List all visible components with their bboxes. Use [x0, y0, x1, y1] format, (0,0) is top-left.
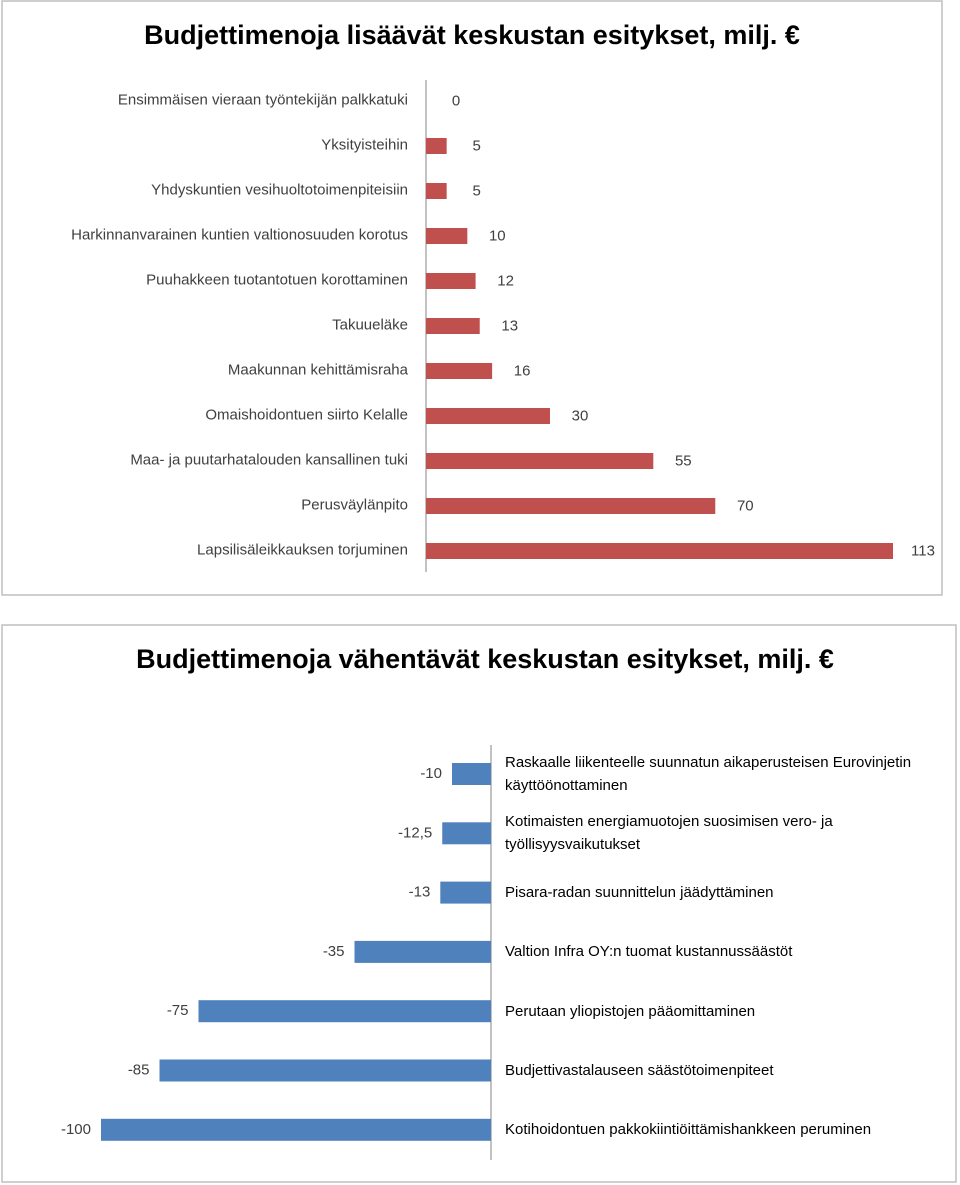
y-tick-label: Maa- ja puutarhatalouden kansallinen tuk… — [130, 451, 408, 468]
bar — [426, 318, 480, 334]
data-label: 30 — [572, 407, 589, 424]
data-label: 70 — [737, 497, 754, 514]
y-tick-label: Takuueläke — [332, 316, 408, 333]
y-tick-label: Maakunnan kehittämisraha — [228, 361, 409, 378]
y-tick-label: Ensimmäisen vieraan työntekijän palkkatu… — [118, 91, 408, 108]
data-label: 10 — [489, 227, 506, 244]
y-tick-label: Puuhakkeen tuotantotuen korottaminen — [146, 271, 408, 288]
bar — [198, 1000, 491, 1023]
data-label: 5 — [472, 182, 480, 199]
data-label: -12,5 — [398, 824, 432, 841]
y-tick-label: Omaishoidontuen siirto Kelalle — [205, 406, 408, 423]
y-tick-label-box: Raskaalle liikenteelle suunnatun aikaper… — [505, 754, 912, 794]
bar — [440, 881, 491, 904]
data-label: 113 — [911, 542, 935, 559]
y-tick-label-box: Kotimaisten energiamuotojen suosimisen v… — [505, 813, 833, 854]
data-label: 16 — [514, 362, 531, 379]
y-tick-label: Valtion Infra OY:n tuomat kustannussääst… — [505, 943, 793, 961]
data-label: 55 — [675, 452, 692, 469]
y-tick-label-box: Budjettivastalauseen säästötoimenpiteet — [505, 1062, 774, 1079]
bar — [354, 940, 491, 963]
y-tick-label: Yhdyskuntien vesihuoltotoimenpiteisiin — [151, 181, 408, 198]
bar — [426, 138, 447, 154]
bar — [442, 822, 491, 845]
y-tick-label: Kotihoidontuen pakkokiintiöittämishankke… — [505, 1121, 872, 1139]
y-tick-label-box: Kotihoidontuen pakkokiintiöittämishankke… — [505, 1121, 872, 1139]
bar — [426, 363, 493, 379]
y-tick-label-box: Perutaan yliopistojen pääomittaminen — [505, 1002, 756, 1020]
chart-title-box: Budjettimenoja vähentävät keskustan esit… — [136, 644, 834, 674]
y-tick-label: Yksityisteihin — [321, 136, 408, 153]
y-tick-label: Kotimaisten energiamuotojen suosimisen v… — [505, 813, 833, 854]
data-label: 12 — [497, 272, 514, 289]
bar — [426, 273, 476, 289]
data-label: -13 — [409, 884, 431, 901]
bar — [426, 498, 716, 514]
y-tick-label: Harkinnanvarainen kuntien valtionosuuden… — [71, 226, 408, 243]
chart-title: Budjettimenoja lisäävät keskustan esityk… — [144, 20, 800, 50]
bar — [159, 1059, 491, 1082]
y-tick-label: Lapsilisäleikkauksen torjuminen — [197, 541, 408, 558]
y-tick-label-box: Pisara-radan suunnittelun jäädyttäminen — [505, 884, 774, 902]
bar — [426, 183, 447, 199]
y-tick-label: Raskaalle liikenteelle suunnatun aikaper… — [505, 754, 912, 794]
bar — [426, 453, 654, 469]
data-label: -75 — [167, 1002, 189, 1019]
y-tick-label: Perutaan yliopistojen pääomittaminen — [505, 1002, 756, 1020]
bar — [452, 763, 491, 785]
data-label: -100 — [61, 1121, 91, 1138]
data-label: 13 — [501, 317, 518, 334]
bar — [426, 228, 468, 244]
bar — [426, 543, 893, 559]
data-label: 0 — [452, 92, 460, 109]
y-tick-label: Budjettivastalauseen säästötoimenpiteet — [505, 1062, 774, 1079]
chart-title: Budjettimenoja vähentävät keskustan esit… — [136, 644, 834, 674]
bar — [101, 1118, 491, 1141]
chart-frame — [1, 0, 943, 596]
data-label: -85 — [128, 1061, 150, 1078]
data-label: -35 — [323, 943, 345, 960]
data-label: 5 — [472, 137, 480, 154]
bar — [426, 408, 550, 424]
y-tick-label-box: Valtion Infra OY:n tuomat kustannussääst… — [505, 943, 793, 961]
y-tick-label: Perusväylänpito — [301, 496, 408, 513]
data-label: -10 — [420, 765, 442, 782]
y-tick-label: Pisara-radan suunnittelun jäädyttäminen — [505, 884, 774, 902]
